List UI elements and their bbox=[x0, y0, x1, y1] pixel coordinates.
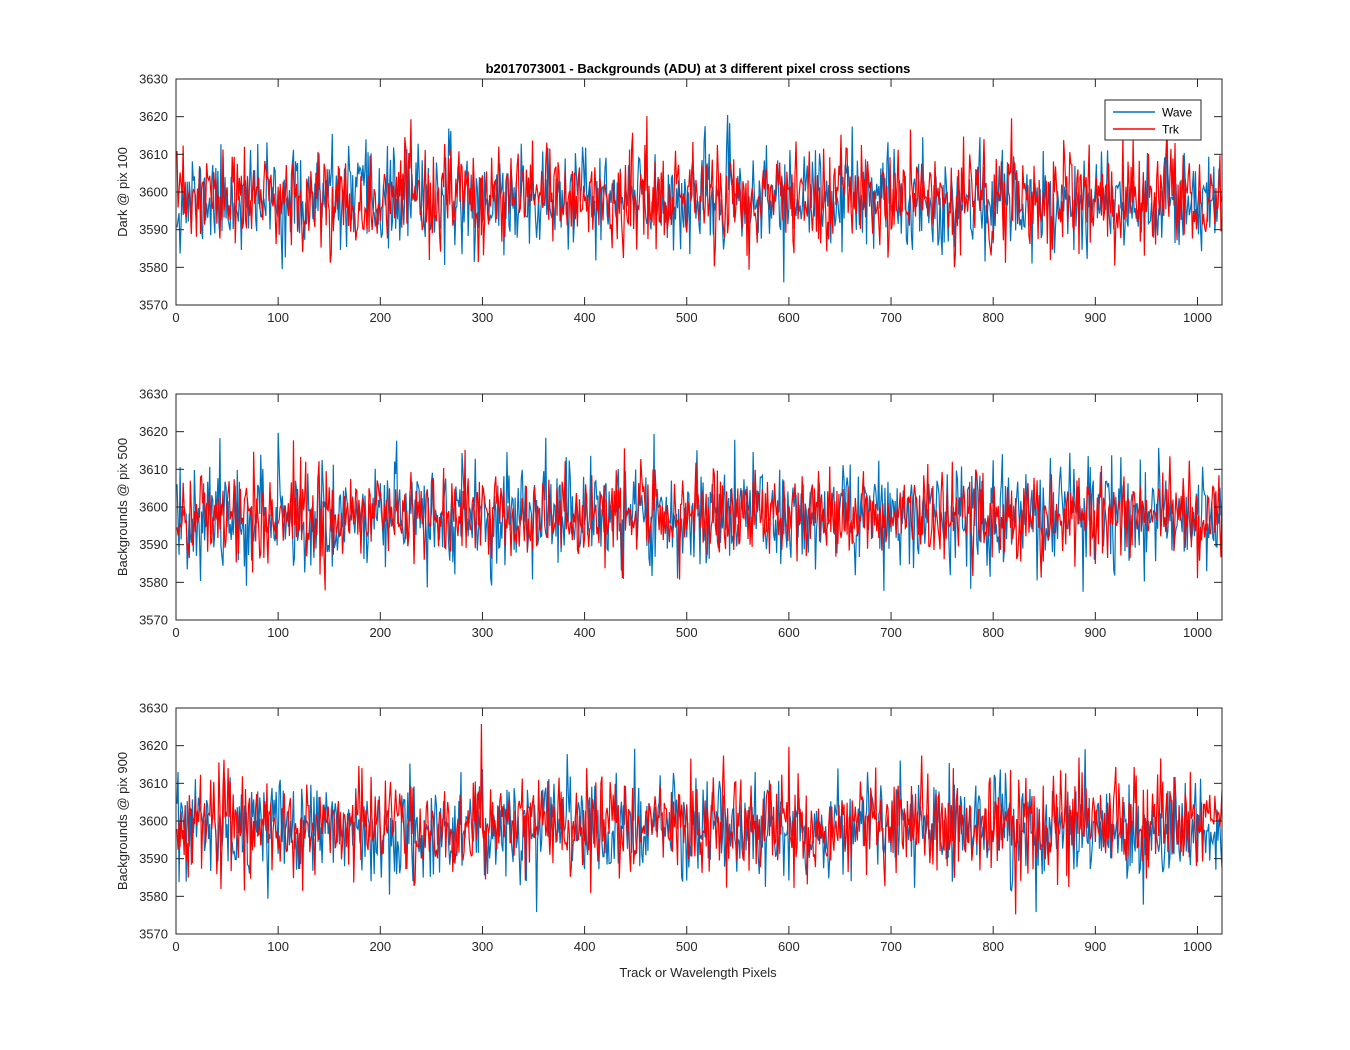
y-tick-label: 3620 bbox=[139, 424, 168, 439]
x-tick-label: 400 bbox=[574, 939, 596, 954]
x-tick-label: 300 bbox=[472, 310, 494, 325]
legend-box bbox=[1104, 99, 1202, 141]
x-tick-label: 600 bbox=[778, 310, 800, 325]
x-tick-label: 400 bbox=[574, 625, 596, 640]
y-tick-label: 3630 bbox=[139, 72, 168, 87]
series-line-trk bbox=[176, 116, 1222, 270]
x-tick-label: 800 bbox=[982, 939, 1004, 954]
y-tick-label: 3600 bbox=[139, 185, 168, 200]
x-tick-label: 300 bbox=[472, 939, 494, 954]
x-tick-label: 500 bbox=[676, 625, 698, 640]
x-tick-label: 0 bbox=[172, 310, 179, 325]
series-line-trk bbox=[176, 723, 1222, 915]
x-tick-label: 700 bbox=[880, 310, 902, 325]
x-tick-label: 500 bbox=[676, 310, 698, 325]
y-tick-label: 3630 bbox=[139, 387, 168, 402]
y-tick-label: 3620 bbox=[139, 109, 168, 124]
x-tick-label: 900 bbox=[1084, 939, 1106, 954]
x-tick-label: 100 bbox=[267, 939, 289, 954]
y-tick-label: 3610 bbox=[139, 462, 168, 477]
x-tick-label: 200 bbox=[369, 625, 391, 640]
legend[interactable]: Wave Trk bbox=[1104, 99, 1202, 141]
subplots: 0 100 200 300 400 500 600 700 800 900 100035703580… bbox=[115, 72, 1223, 954]
x-tick-label: 0 bbox=[172, 625, 179, 640]
y-tick-label: 3580 bbox=[139, 575, 168, 590]
legend-label-wave: Wave bbox=[1162, 106, 1193, 120]
y-tick-label: 3590 bbox=[139, 851, 168, 866]
legend-label-trk: Trk bbox=[1162, 123, 1180, 137]
y-tick-label: 3570 bbox=[139, 613, 168, 628]
y-tick-label: 3590 bbox=[139, 537, 168, 552]
subplot-1: 0 100 200 300 400 500 600 700 800 900 1000 3570 3580… bbox=[115, 72, 1223, 325]
x-tick-label: 100 bbox=[267, 310, 289, 325]
y-tick-label: 3610 bbox=[139, 147, 168, 162]
y-axis-label: Backgrounds @ pix 900 bbox=[115, 752, 130, 890]
y-tick-label: 3580 bbox=[139, 889, 168, 904]
y-tick-label: 3620 bbox=[139, 738, 168, 753]
y-axis-label: Dark @ pix 100 bbox=[115, 147, 130, 237]
y-tick-label: 3590 bbox=[139, 222, 168, 237]
y-tick-label: 3600 bbox=[139, 814, 168, 829]
y-tick-label: 3580 bbox=[139, 260, 168, 275]
x-tick-label: 500 bbox=[676, 939, 698, 954]
x-tick-label: 1000 bbox=[1183, 939, 1212, 954]
x-tick-label: 800 bbox=[982, 625, 1004, 640]
subplot-2: 0 100 200 300 400 500 600 700 800 900 1000 3570 3580… bbox=[115, 387, 1223, 640]
chart-title: b2017073001 - Backgrounds (ADU) at 3 dif… bbox=[486, 61, 911, 76]
x-tick-label: 1000 bbox=[1183, 625, 1212, 640]
x-tick-label: 600 bbox=[778, 939, 800, 954]
x-tick-label: 700 bbox=[880, 625, 902, 640]
x-tick-label: 0 bbox=[172, 939, 179, 954]
series-line-trk bbox=[176, 440, 1222, 591]
y-tick-label: 3570 bbox=[139, 927, 168, 942]
x-tick-label: 200 bbox=[369, 939, 391, 954]
x-tick-label: 300 bbox=[472, 625, 494, 640]
x-axis-label: Track or Wavelength Pixels bbox=[619, 965, 777, 980]
x-tick-label: 100 bbox=[267, 625, 289, 640]
y-tick-label: 3630 bbox=[139, 701, 168, 716]
x-tick-label: 900 bbox=[1084, 625, 1106, 640]
x-tick-label: 200 bbox=[369, 310, 391, 325]
x-tick-label: 400 bbox=[574, 310, 596, 325]
x-tick-label: 600 bbox=[778, 625, 800, 640]
y-axis-label: Backgrounds @ pix 500 bbox=[115, 438, 130, 576]
x-tick-label: 800 bbox=[982, 310, 1004, 325]
x-tick-label: 900 bbox=[1084, 310, 1106, 325]
x-tick-label: 1000 bbox=[1183, 310, 1212, 325]
y-tick-label: 3600 bbox=[139, 500, 168, 515]
y-tick-label: 3570 bbox=[139, 298, 168, 313]
x-tick-label: 700 bbox=[880, 939, 902, 954]
y-tick-label: 3610 bbox=[139, 776, 168, 791]
subplot-3: 0 100 200 300 400 500 600 700 800 900 1000 3570 3580… bbox=[115, 701, 1223, 954]
